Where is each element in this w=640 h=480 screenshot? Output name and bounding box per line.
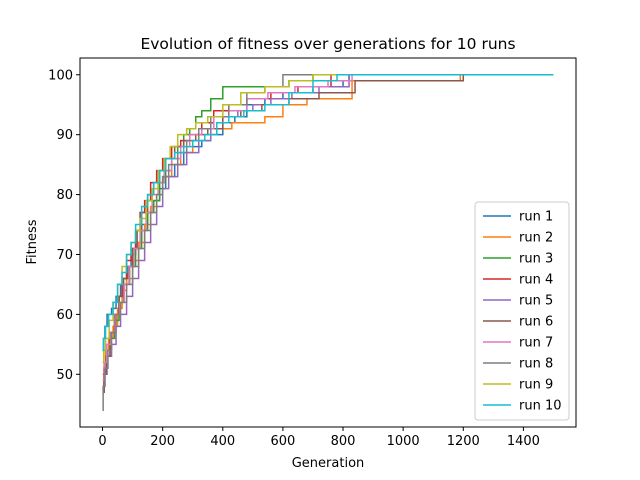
y-axis-label: Fitness <box>25 219 40 264</box>
legend-label-run-3: run 3 <box>519 252 553 267</box>
legend-label-run-4: run 4 <box>519 273 553 288</box>
legend-label-run-10: run 10 <box>519 399 562 414</box>
x-tick-label: 1000 <box>387 434 420 449</box>
chart-title: Evolution of fitness over generations fo… <box>140 35 515 53</box>
plot-area <box>102 74 554 411</box>
legend: run 1 run 2 run 3 run 4 run 5 run 6 run 7 run 8… <box>474 201 570 421</box>
x-tick-label: 800 <box>331 434 356 449</box>
series-line-run-10 <box>102 74 554 352</box>
y-tick-label: 100 <box>48 68 73 83</box>
x-tick-label: 600 <box>270 434 295 449</box>
y-tick-label: 80 <box>56 188 73 203</box>
y-tick-label: 50 <box>56 368 73 383</box>
legend-label-run-6: run 6 <box>519 315 553 330</box>
legend-label-run-1: run 1 <box>519 210 553 225</box>
y-tick-label: 90 <box>56 128 73 143</box>
legend-label-run-7: run 7 <box>519 336 553 351</box>
x-tick-label: 1400 <box>507 434 540 449</box>
x-tick-label: 400 <box>210 434 235 449</box>
x-tick-label: 1200 <box>447 434 480 449</box>
legend-label-run-8: run 8 <box>519 357 553 372</box>
legend-label-run-9: run 9 <box>519 378 553 393</box>
plot-frame <box>79 57 577 428</box>
legend-box <box>474 201 570 421</box>
y-axis: 50 60 70 80 90 100 <box>48 68 80 383</box>
y-tick-label: 70 <box>56 248 73 263</box>
series-line-run-8 <box>102 74 554 411</box>
y-tick-label: 60 <box>56 308 73 323</box>
x-tick-label: 0 <box>98 434 106 449</box>
x-tick-label: 200 <box>150 434 175 449</box>
legend-label-run-5: run 5 <box>519 294 553 309</box>
x-axis-label: Generation <box>292 456 365 471</box>
x-axis: 0 200 400 600 800 1000 1200 1400 <box>98 427 540 449</box>
legend-label-run-2: run 2 <box>519 231 553 246</box>
